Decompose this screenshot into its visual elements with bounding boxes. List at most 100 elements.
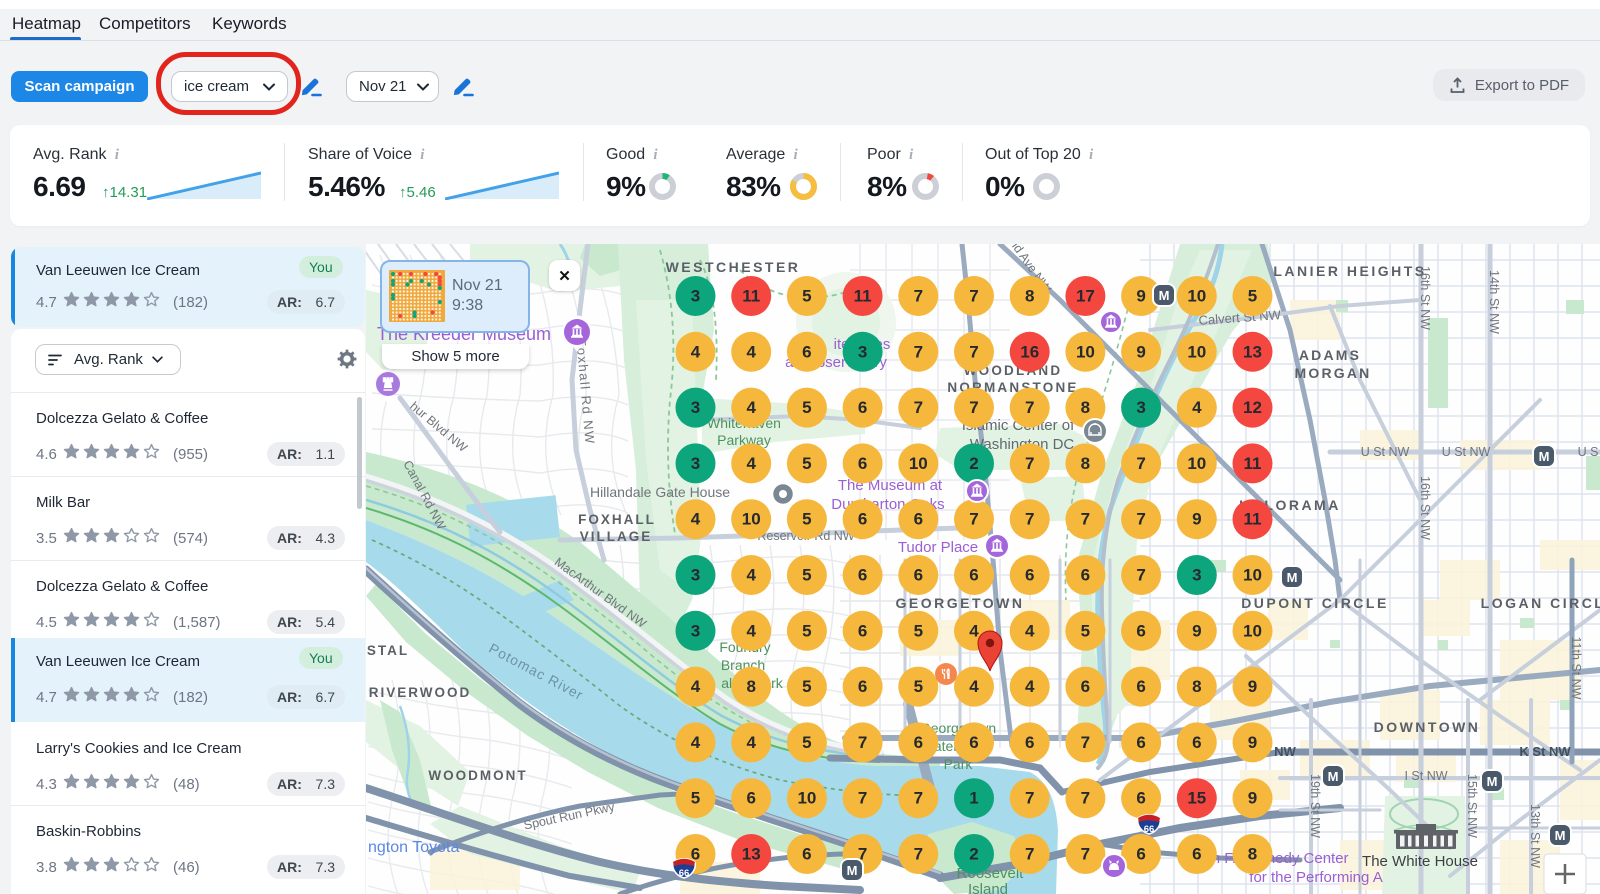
svg-text:3: 3 [691,398,700,417]
svg-text:10: 10 [909,454,928,473]
svg-text:6: 6 [858,510,867,529]
svg-text:4: 4 [969,621,979,640]
svg-text:66: 66 [679,868,690,879]
svg-text:7: 7 [969,287,978,306]
svg-text:RIVERWOOD: RIVERWOOD [369,685,472,700]
svg-text:5: 5 [691,789,700,808]
svg-text:6: 6 [1025,733,1034,752]
svg-text:M: M [1159,288,1170,303]
svg-text:WESTCHESTER: WESTCHESTER [666,259,801,275]
svg-text:9: 9 [1248,789,1257,808]
svg-text:Hillandale Gate House: Hillandale Gate House [590,484,730,500]
svg-text:16th St NW: 16th St NW [1418,266,1432,330]
svg-text:4: 4 [746,454,756,473]
svg-text:I St NW: I St NW [1404,769,1447,783]
svg-text:5: 5 [802,677,811,696]
svg-text:5: 5 [802,287,811,306]
svg-text:WOODMONT: WOODMONT [428,768,527,783]
svg-text:4: 4 [691,510,701,529]
svg-text:2: 2 [969,454,978,473]
svg-text:6: 6 [858,566,867,585]
svg-text:7: 7 [1081,733,1090,752]
svg-text:4: 4 [691,677,701,696]
svg-text:6: 6 [1192,733,1201,752]
svg-text:11: 11 [1244,454,1262,473]
svg-text:6: 6 [858,621,867,640]
svg-text:10: 10 [1243,566,1262,585]
svg-text:M: M [1555,828,1566,843]
svg-text:4: 4 [1025,621,1035,640]
svg-text:6: 6 [969,566,978,585]
svg-text:7: 7 [969,510,978,529]
svg-text:NW: NW [1274,744,1296,759]
svg-text:4: 4 [746,621,756,640]
svg-text:3: 3 [1136,398,1145,417]
svg-text:Washington DC: Washington DC [970,436,1075,453]
svg-text:K St NW: K St NW [1519,744,1571,759]
svg-text:7: 7 [858,789,867,808]
svg-text:10: 10 [1187,454,1206,473]
svg-text:12: 12 [1243,398,1262,417]
svg-text:FOXHALL: FOXHALL [578,512,656,527]
svg-text:6: 6 [858,398,867,417]
svg-text:7: 7 [914,789,923,808]
svg-text:16: 16 [1020,342,1039,361]
svg-text:7: 7 [1136,510,1145,529]
svg-text:7: 7 [914,398,923,417]
svg-text:M: M [1328,769,1339,784]
svg-text:11: 11 [1244,510,1262,529]
svg-text:VILLAGE: VILLAGE [580,529,653,544]
svg-text:M: M [1487,774,1498,789]
svg-text:4: 4 [746,566,756,585]
svg-text:17: 17 [1076,287,1095,306]
svg-text:4: 4 [969,677,979,696]
svg-text:U S: U S [1578,445,1599,459]
svg-text:M: M [1287,570,1298,585]
svg-text:6: 6 [1136,677,1145,696]
svg-text:4: 4 [1192,398,1202,417]
svg-text:3: 3 [858,342,867,361]
svg-text:6: 6 [802,342,811,361]
svg-text:5: 5 [802,733,811,752]
svg-text:7: 7 [858,845,867,864]
svg-text:13th St NW: 13th St NW [1528,804,1542,868]
svg-text:13: 13 [1243,342,1262,361]
svg-text:Island: Island [968,881,1008,894]
svg-text:7: 7 [969,342,978,361]
svg-text:LOGAN CIRCL: LOGAN CIRCL [1481,595,1600,611]
svg-text:16th St NW: 16th St NW [1418,476,1432,540]
svg-text:7: 7 [914,845,923,864]
svg-text:7: 7 [1081,845,1090,864]
svg-text:7: 7 [1025,398,1034,417]
svg-text:10: 10 [1187,342,1206,361]
svg-text:7: 7 [1025,454,1034,473]
svg-text:6: 6 [691,845,700,864]
svg-text:for the Performing A: for the Performing A [1249,869,1382,886]
svg-text:6: 6 [1025,566,1034,585]
svg-text:5: 5 [802,454,811,473]
svg-text:ADAMS: ADAMS [1299,347,1361,363]
svg-text:7: 7 [969,398,978,417]
svg-text:8: 8 [1025,287,1034,306]
svg-text:5: 5 [914,621,923,640]
svg-text:10: 10 [1076,342,1095,361]
svg-text:7: 7 [1025,845,1034,864]
svg-text:The White House: The White House [1362,853,1478,870]
svg-text:9: 9 [1192,510,1201,529]
svg-text:5: 5 [914,677,923,696]
svg-text:4: 4 [691,733,701,752]
svg-text:11: 11 [854,287,872,306]
svg-text:7: 7 [1081,789,1090,808]
svg-text:1: 1 [969,789,978,808]
svg-text:3: 3 [691,287,700,306]
svg-text:6: 6 [802,845,811,864]
svg-text:DOWNTOWN: DOWNTOWN [1374,719,1481,735]
svg-text:7: 7 [858,733,867,752]
svg-text:2: 2 [969,845,978,864]
svg-text:11th St NW: 11th St NW [1569,637,1583,700]
svg-text:6: 6 [1136,621,1145,640]
svg-text:19th St NW: 19th St NW [1308,774,1322,838]
svg-text:6: 6 [858,454,867,473]
svg-text:8: 8 [1248,845,1257,864]
svg-text:6: 6 [1136,789,1145,808]
